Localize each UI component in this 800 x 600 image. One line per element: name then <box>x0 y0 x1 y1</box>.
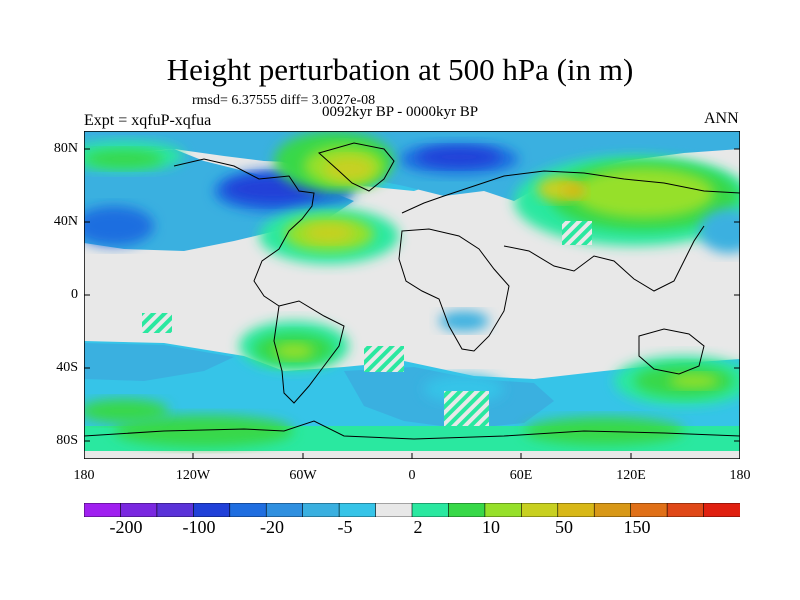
north-america-coast <box>173 158 315 307</box>
colorbar-label-2: -100 <box>182 517 216 537</box>
field-north-atlantic <box>259 208 399 264</box>
y-label-80n: 80N <box>53 141 78 156</box>
period-text: 0092kyr BP - 0000kyr BP <box>322 104 479 120</box>
colorbar-swatch <box>666 503 705 517</box>
africa-coast <box>398 228 510 352</box>
stats-text: rmsd= 6.37555 diff= 3.0027e-08 <box>192 93 376 108</box>
antarctica-coast <box>84 420 740 440</box>
x-label-180w: 180 <box>73 468 95 483</box>
y-label-40n: 40N <box>53 214 78 229</box>
colorbar-swatch <box>521 503 559 517</box>
coastlines <box>84 142 740 440</box>
colorbar-label-3: -20 <box>260 517 284 537</box>
asia-south-coast <box>503 225 705 292</box>
colorbar-label-4: -5 <box>337 517 353 537</box>
colorbar-swatch <box>156 503 195 517</box>
colorbar-swatch <box>193 503 231 517</box>
x-label-60e: 60E <box>509 468 533 483</box>
x-label-120e: 120E <box>616 468 646 483</box>
colorbar-swatch <box>302 503 340 517</box>
colorbar-swatch <box>593 503 632 517</box>
colorbar-swatch <box>375 503 413 517</box>
colorbar-swatch <box>448 503 486 517</box>
colorbar-label-6: 10 <box>482 517 500 537</box>
axis-ticks <box>84 148 740 459</box>
eurasia-coast <box>401 170 740 214</box>
x-label-120w: 120W <box>175 468 211 483</box>
colorbar-label-5: 2 <box>413 517 423 537</box>
field-eurasia <box>514 156 740 253</box>
colorbar-swatch <box>411 503 450 517</box>
y-label-0: 0 <box>71 287 78 302</box>
colorbar-swatch <box>557 503 596 517</box>
field-south <box>84 311 740 431</box>
colorbar-swatch <box>120 503 158 517</box>
colorbar-label-1: -200 <box>109 517 143 537</box>
australia-coast <box>638 328 705 375</box>
season-label: ANN <box>704 110 739 127</box>
x-label-60w: 60W <box>289 468 317 483</box>
x-label-180e: 180 <box>729 468 751 483</box>
colorbar-swatch <box>338 503 377 517</box>
y-label-40s: 40S <box>56 360 78 375</box>
height-perturbation-map <box>84 131 740 459</box>
colorbar-swatch <box>84 503 122 517</box>
greenland-coast <box>317 142 395 192</box>
colorbar-swatch <box>484 503 523 517</box>
colorbar-swatch <box>703 503 740 517</box>
field-trop-pacific <box>142 313 172 333</box>
colorbar-swatch <box>630 503 668 517</box>
experiment-label: Expt = xqfuP-xqfua <box>84 112 212 129</box>
south-america-coast <box>273 300 345 404</box>
field-greenland <box>274 131 394 191</box>
colorbar-swatch <box>229 503 268 517</box>
map-title: Height perturbation at 500 hPa (in m) <box>166 52 634 87</box>
colorbar-swatch <box>265 503 304 517</box>
colorbar-label-8: 150 <box>623 517 651 537</box>
field-north-pacific <box>84 141 184 171</box>
y-label-80s: 80S <box>56 433 78 448</box>
colorbar-label-7: 50 <box>555 517 573 537</box>
colorbar <box>84 503 740 517</box>
x-label-0: 0 <box>408 468 416 483</box>
